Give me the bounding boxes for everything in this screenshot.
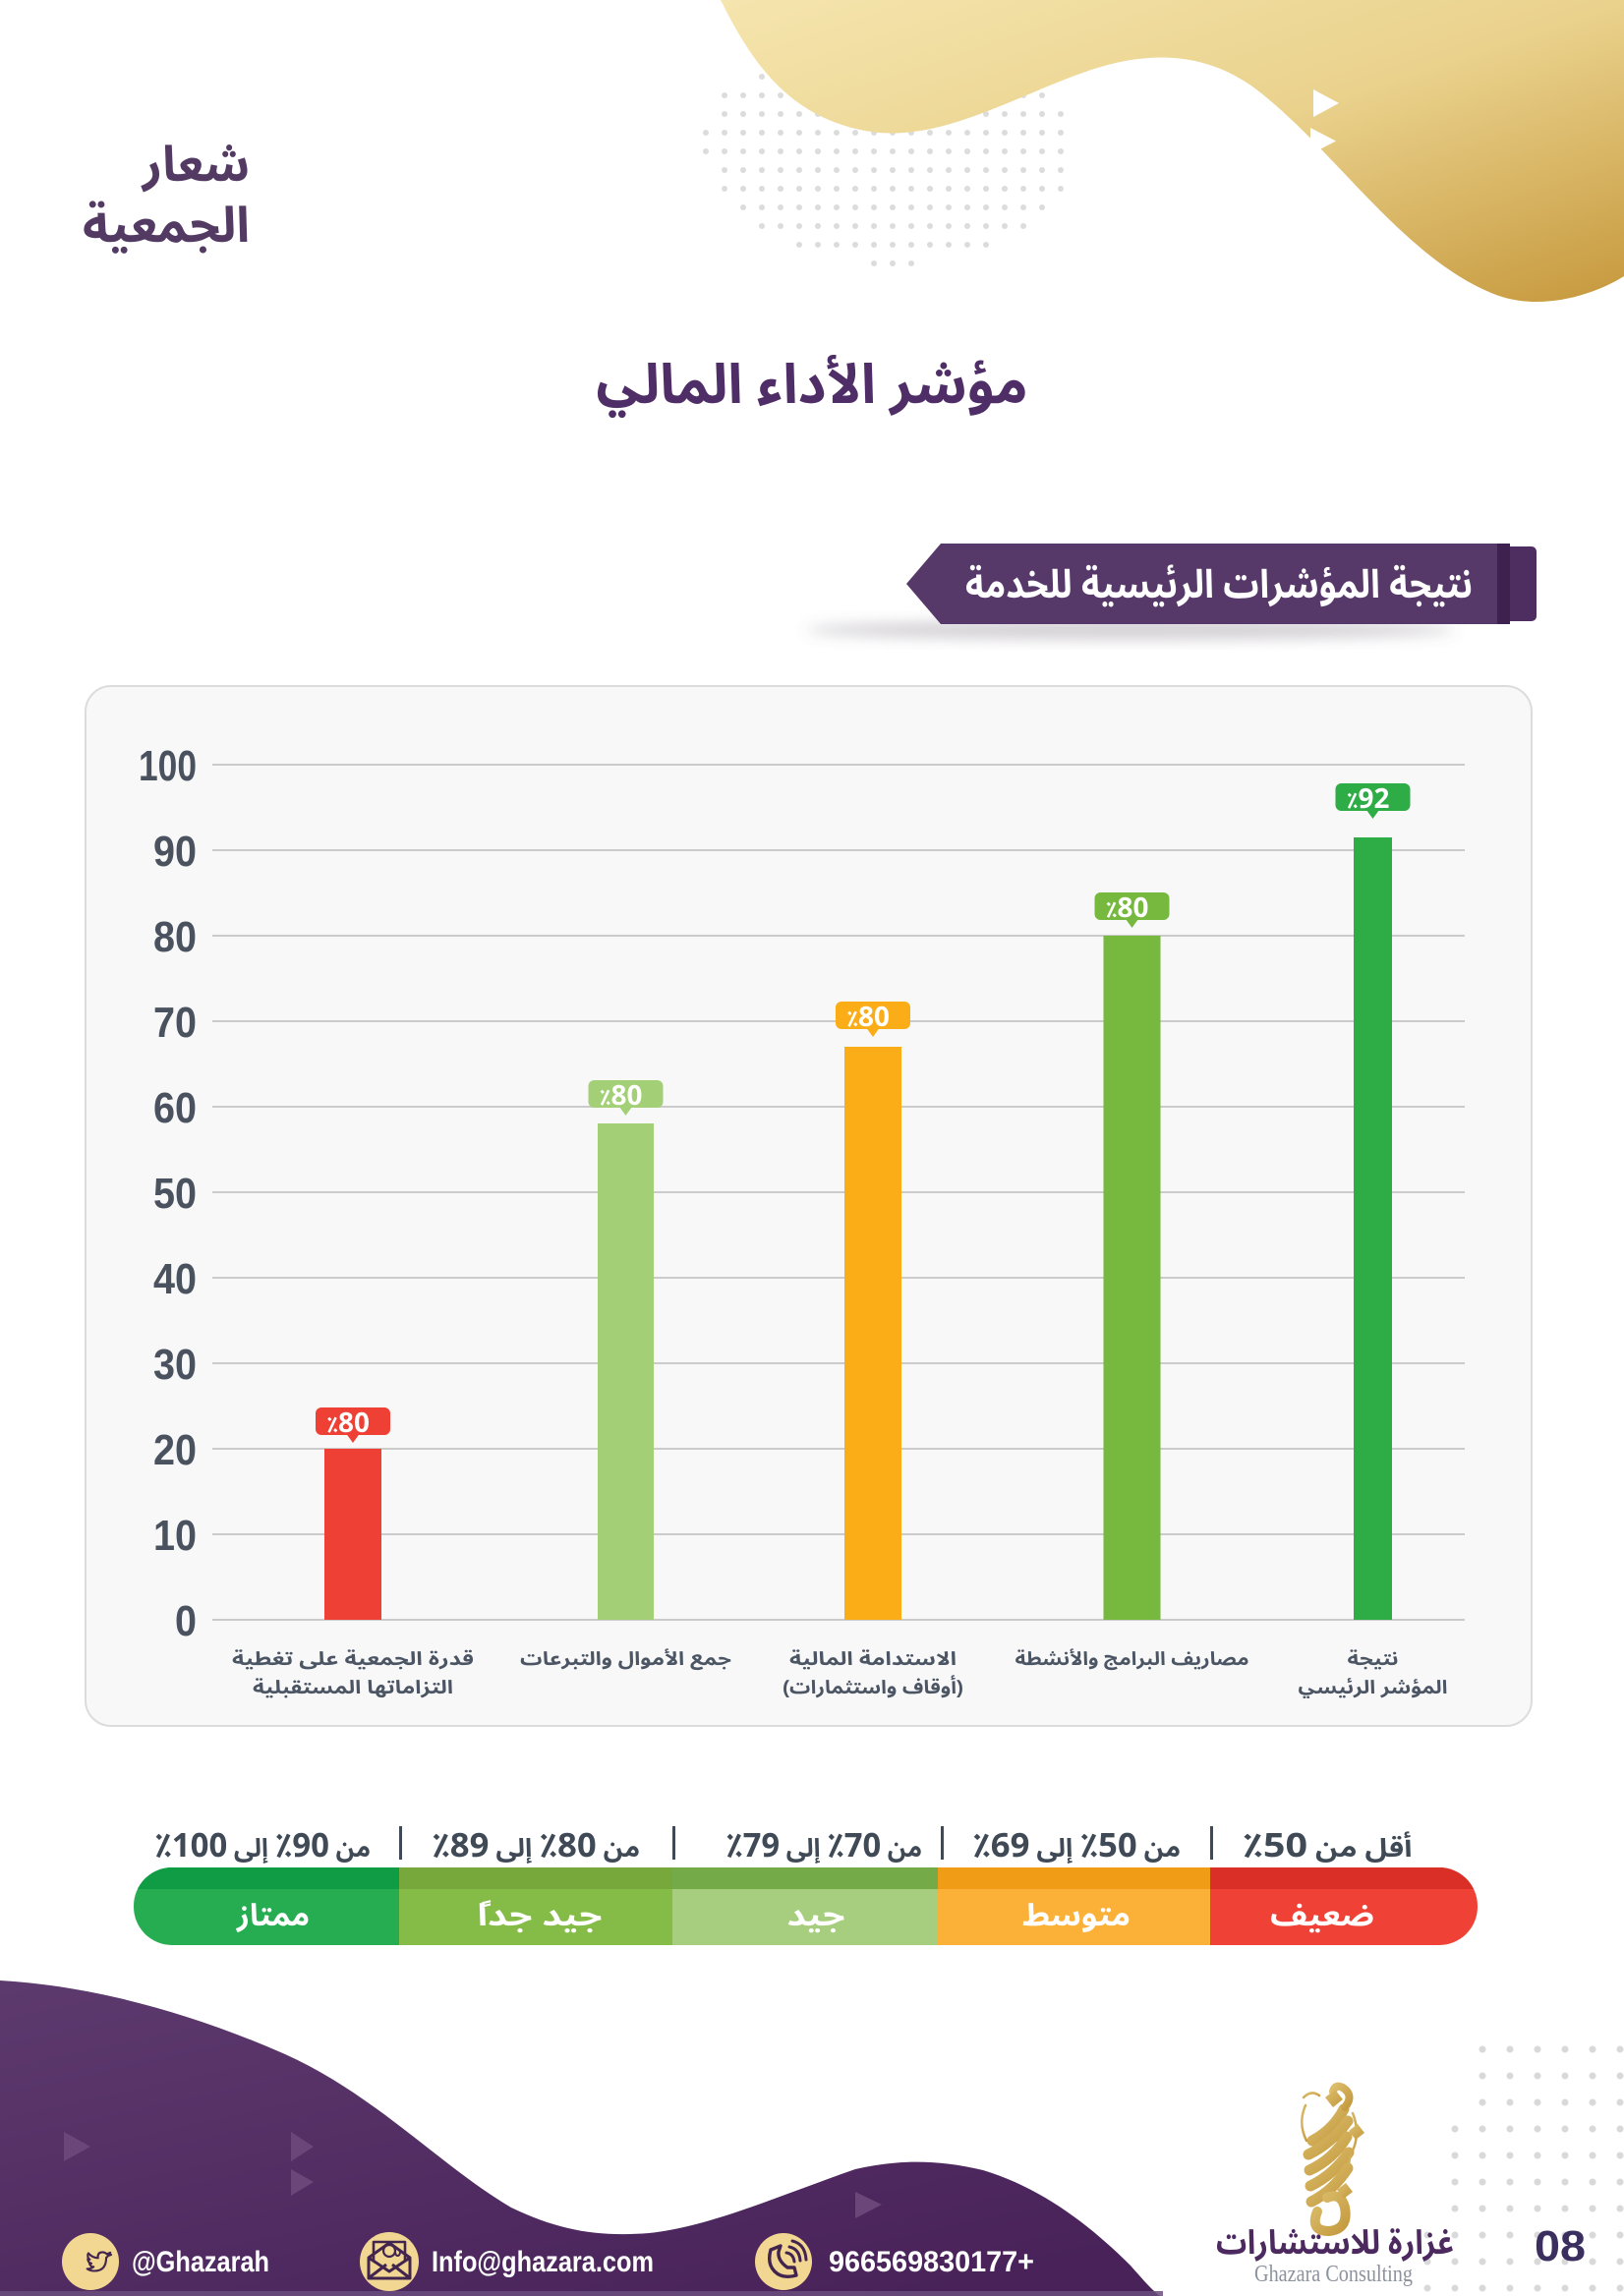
svg-text:Ghazara Consulting: Ghazara Consulting xyxy=(1254,2262,1413,2287)
svg-text:20: 20 xyxy=(153,1426,197,1474)
svg-text:10: 10 xyxy=(153,1512,197,1560)
svg-text:100: 100 xyxy=(139,742,197,790)
svg-text:40: 40 xyxy=(153,1255,197,1303)
svg-text:Info@ghazara.com: Info@ghazara.com xyxy=(432,2246,654,2278)
svg-text:80: 80 xyxy=(153,913,197,961)
svg-text:08: 08 xyxy=(1535,2222,1586,2270)
svg-text:70: 70 xyxy=(153,999,197,1047)
svg-text:60: 60 xyxy=(153,1084,197,1132)
svg-text:966569830177+: 966569830177+ xyxy=(829,2246,1034,2278)
svg-text:50: 50 xyxy=(153,1170,197,1218)
svg-text:90: 90 xyxy=(153,828,197,876)
svg-text:@Ghazarah: @Ghazarah xyxy=(132,2246,269,2278)
svg-text:0: 0 xyxy=(175,1597,197,1645)
svg-text:30: 30 xyxy=(153,1341,197,1389)
